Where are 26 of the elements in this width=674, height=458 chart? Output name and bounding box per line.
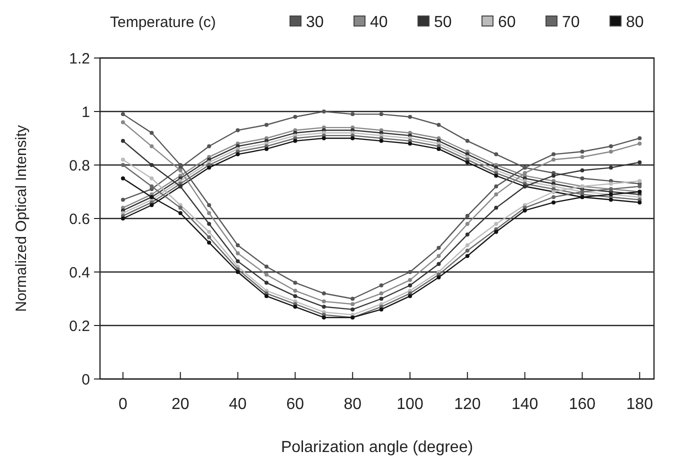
x-tick-label: 0 [118, 396, 128, 413]
x-axis-title: Polarization angle (degree) [280, 439, 474, 456]
x-tick-label: 60 [286, 396, 304, 413]
x-tick-label: 120 [454, 396, 481, 413]
y-tick-label: 0.8 [69, 157, 90, 174]
legend-label: 80 [626, 14, 644, 31]
y-tick-label: 1 [82, 104, 90, 121]
x-tick-label: 80 [344, 396, 362, 413]
x-tick-label: 180 [626, 396, 654, 413]
legend-label: 70 [562, 14, 580, 31]
x-tick-label: 20 [171, 396, 190, 413]
y-axis-title: Normalized Optical Intensity [13, 124, 30, 312]
x-tick-label: 100 [396, 396, 424, 413]
y-tick-label: 1.2 [69, 50, 90, 68]
x-tick-label: 140 [511, 396, 538, 413]
y-tick-label: 0 [82, 371, 90, 388]
legend-label: 50 [434, 14, 452, 31]
legend-label: 60 [498, 14, 516, 31]
y-tick-label: 0.2 [69, 318, 90, 335]
x-tick-label: 160 [568, 396, 596, 413]
legend-label: 40 [370, 14, 388, 31]
legend-label: 30 [306, 14, 324, 31]
legend-title: Temperature (c) [110, 14, 216, 31]
y-tick-label: 0.6 [69, 210, 90, 228]
x-tick-label: 40 [228, 396, 247, 413]
y-tick-label: 0.4 [69, 264, 90, 282]
